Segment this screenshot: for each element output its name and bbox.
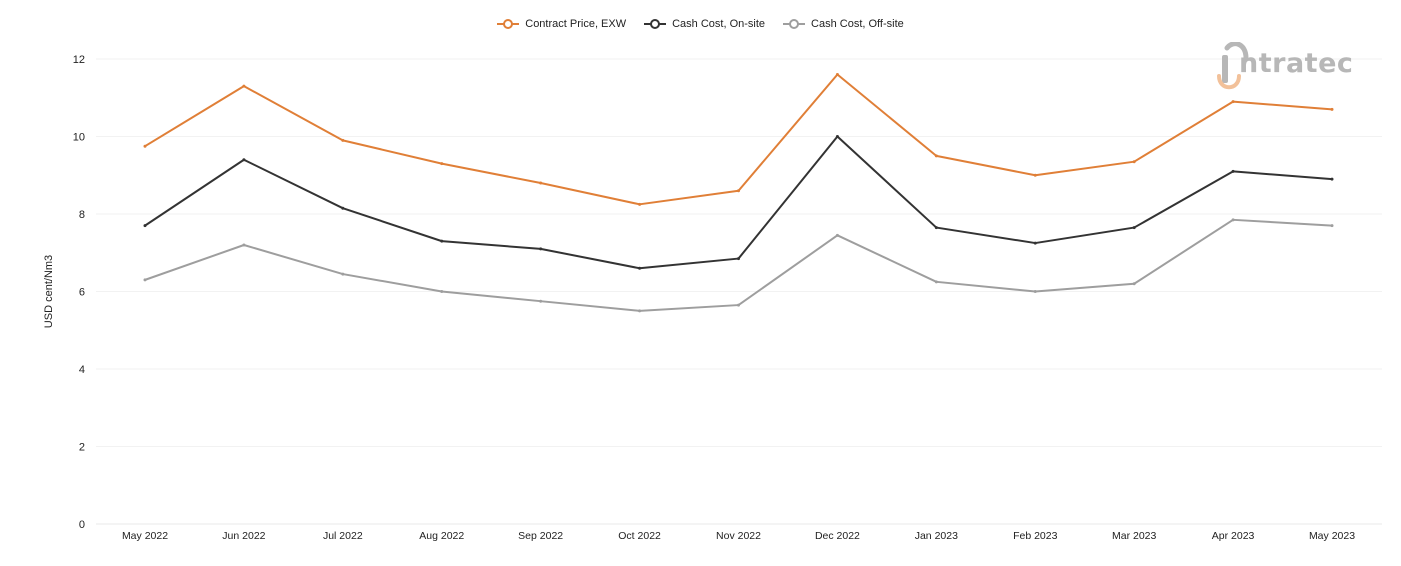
legend-item: Cash Cost, Off-site [783, 16, 904, 32]
y-tick-label: 2 [79, 442, 85, 454]
legend: Contract Price, EXW Cash Cost, On-site Cas… [0, 16, 1401, 32]
x-tick-label: Mar 2023 [1112, 530, 1157, 542]
legend-marker-icon [497, 19, 520, 29]
logo-text: ntratec [1239, 48, 1354, 79]
y-tick-label: 0 [79, 519, 85, 531]
data-point [1330, 107, 1334, 111]
legend-item: Contract Price, EXW [497, 16, 626, 32]
series-line [144, 73, 1333, 206]
data-point [638, 309, 642, 313]
y-tick-label: 12 [73, 54, 85, 66]
data-point [242, 84, 246, 88]
data-point [539, 247, 543, 251]
data-point [835, 135, 839, 138]
legend-item: Cash Cost, On-site [644, 16, 765, 32]
data-point [1231, 169, 1235, 173]
y-tick-label: 4 [79, 364, 85, 376]
data-point [341, 138, 345, 142]
x-tick-label: Aug 2022 [419, 530, 464, 542]
data-point [242, 243, 246, 247]
y-tick-label: 10 [73, 132, 85, 144]
data-point [1132, 160, 1136, 164]
data-point [341, 272, 345, 276]
legend-label: Cash Cost, On-site [672, 18, 766, 30]
series-line [144, 135, 1333, 270]
data-point [737, 257, 740, 261]
data-point [1330, 224, 1334, 228]
data-point [341, 206, 345, 210]
data-point [242, 158, 246, 162]
data-point [835, 73, 839, 76]
data-point [737, 189, 740, 193]
data-point [539, 181, 543, 185]
data-point [1132, 226, 1136, 230]
x-tick-label: May 2023 [1309, 530, 1355, 542]
legend-label: Contract Price, EXW [525, 18, 627, 30]
data-point [1330, 177, 1334, 181]
x-tick-label: Dec 2022 [815, 530, 860, 542]
data-point [934, 226, 938, 230]
data-point [440, 162, 444, 166]
data-point [638, 266, 642, 270]
data-point [1033, 241, 1037, 245]
data-point [934, 280, 938, 284]
legend-label: Cash Cost, Off-site [811, 18, 904, 30]
x-tick-label: Sep 2022 [518, 530, 563, 542]
data-point [1033, 290, 1037, 293]
legend-marker-icon [644, 19, 667, 29]
y-axis-label: USD cent/Nm3 [43, 255, 55, 328]
data-point [638, 202, 642, 206]
data-point [143, 224, 147, 228]
data-point [143, 278, 147, 282]
logo-mark-icon [1217, 41, 1249, 90]
x-tick-label: Nov 2022 [716, 530, 761, 542]
intratec-logo: ntratec [1215, 41, 1365, 98]
data-point [737, 303, 740, 307]
data-point [934, 154, 938, 158]
y-tick-label: 6 [79, 287, 85, 299]
x-tick-label: Jun 2022 [222, 530, 265, 542]
legend-marker-icon [783, 19, 806, 29]
x-tick-label: Jul 2022 [323, 530, 363, 542]
data-point [835, 233, 839, 237]
data-point [539, 299, 543, 303]
x-tick-label: Oct 2022 [618, 530, 661, 542]
x-tick-label: May 2022 [122, 530, 168, 542]
data-point [1231, 100, 1235, 104]
x-tick-label: Feb 2023 [1013, 530, 1058, 542]
x-tick-label: Jan 2023 [915, 530, 958, 542]
data-point [440, 290, 444, 293]
data-point [440, 239, 444, 243]
data-point [1033, 173, 1037, 177]
y-tick-label: 8 [79, 209, 85, 221]
series-line [144, 218, 1333, 312]
x-tick-label: Apr 2023 [1212, 530, 1255, 542]
data-point [1231, 218, 1235, 222]
data-point [1132, 282, 1136, 286]
data-point [143, 144, 147, 148]
